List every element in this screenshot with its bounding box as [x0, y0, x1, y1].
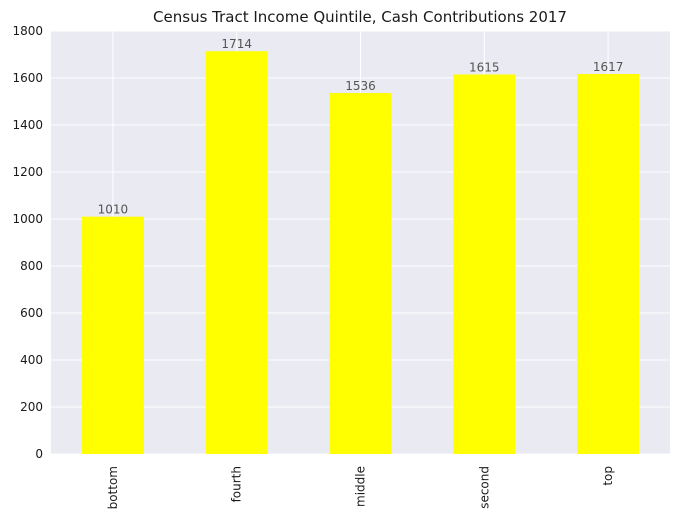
- value-label-second: 1615: [469, 60, 500, 74]
- y-tick-label: 1600: [12, 71, 43, 85]
- x-tick-label-bottom: bottom: [106, 466, 120, 509]
- x-tick-label-middle: middle: [354, 466, 368, 507]
- y-tick-label: 800: [20, 259, 43, 273]
- bar-top: [577, 74, 640, 454]
- bar-middle: [329, 93, 392, 454]
- y-tick-label: 1400: [12, 118, 43, 132]
- y-tick-label: 0: [35, 447, 43, 461]
- value-label-fourth: 1714: [221, 37, 252, 51]
- value-label-bottom: 1010: [98, 203, 129, 217]
- bar-bottom: [81, 216, 144, 454]
- x-tick-label-top: top: [601, 466, 615, 486]
- bar-second: [453, 74, 516, 454]
- x-axis-ticks: bottom fourth middle second top: [106, 466, 615, 509]
- y-tick-label: 200: [20, 400, 43, 414]
- value-label-middle: 1536: [345, 79, 376, 93]
- y-tick-label: 600: [20, 306, 43, 320]
- y-tick-label: 1000: [12, 212, 43, 226]
- y-tick-label: 1800: [12, 24, 43, 38]
- y-tick-label: 400: [20, 353, 43, 367]
- x-tick-label-second: second: [477, 466, 491, 509]
- value-labels: 1010 1714 1536 1615 1617: [98, 37, 624, 216]
- value-label-top: 1617: [593, 60, 624, 74]
- y-axis-ticks: 0 200 400 600 800 1000 1200 1400 1600 1800: [12, 24, 43, 461]
- y-tick-label: 1200: [12, 165, 43, 179]
- x-tick-label-fourth: fourth: [230, 466, 244, 502]
- chart-title: Census Tract Income Quintile, Cash Contr…: [153, 8, 567, 26]
- bars: [81, 51, 640, 455]
- bar-fourth: [205, 51, 268, 455]
